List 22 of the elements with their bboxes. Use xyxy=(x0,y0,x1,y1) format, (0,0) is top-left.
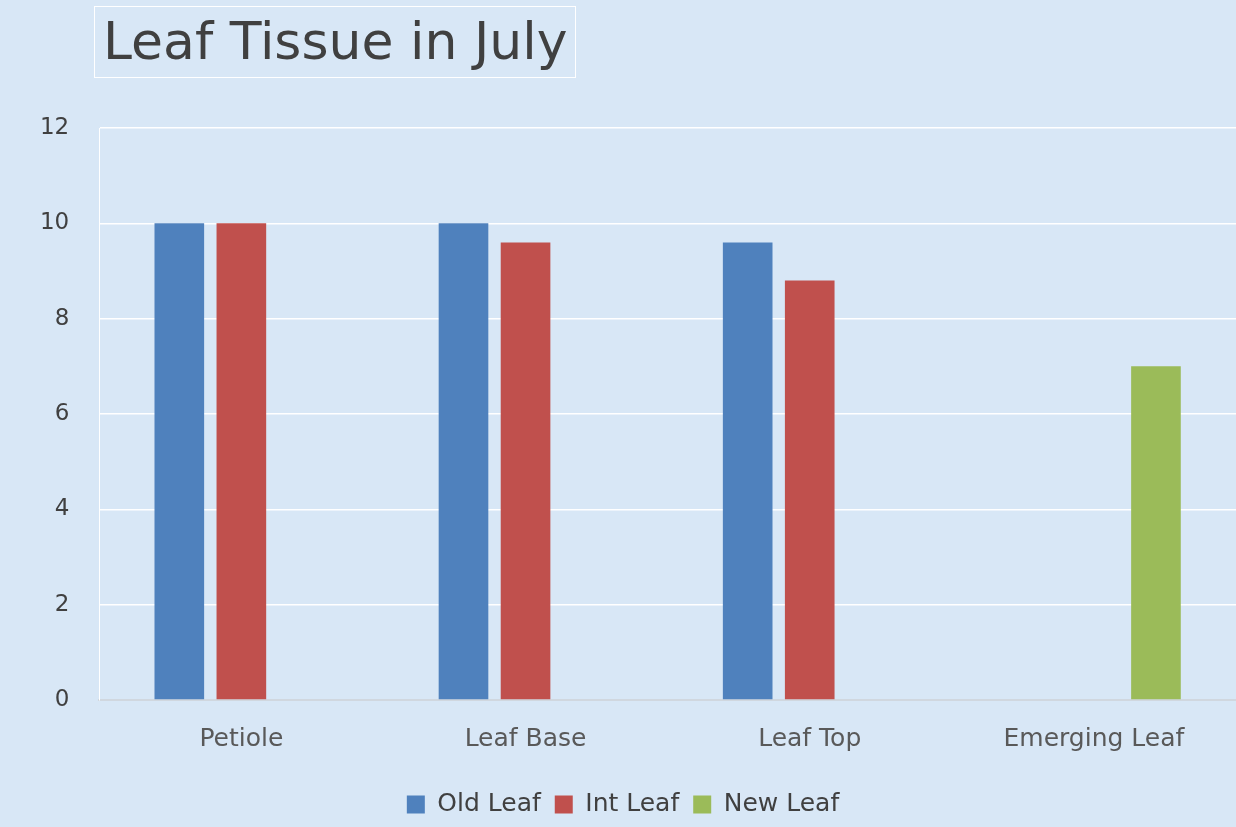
bar xyxy=(722,242,773,700)
bar xyxy=(784,280,835,700)
bar xyxy=(1131,366,1181,700)
bar xyxy=(438,223,489,700)
y-tick-label: 0 xyxy=(54,684,70,711)
x-tick-label: Petiole xyxy=(199,722,284,752)
y-tick-label: 8 xyxy=(54,303,70,330)
y-tick-label: 4 xyxy=(54,494,70,521)
y-tick-label: 6 xyxy=(54,398,70,425)
y-tick-label: 10 xyxy=(39,208,70,235)
legend-label: New Leaf xyxy=(723,788,841,817)
chart-title: Leaf Tissue in July xyxy=(94,6,577,78)
legend-label: Old Leaf xyxy=(437,788,542,817)
x-tick-label: Leaf Top xyxy=(758,722,862,752)
bar xyxy=(216,223,267,700)
bar xyxy=(500,242,551,700)
legend-label: Int Leaf xyxy=(585,788,681,817)
bar xyxy=(154,223,205,700)
y-tick-label: 2 xyxy=(54,589,70,616)
x-tick-label: Leaf Base xyxy=(464,722,587,752)
y-tick-label: 12 xyxy=(39,112,70,139)
x-tick-label: Emerging Leaf xyxy=(1003,722,1186,752)
